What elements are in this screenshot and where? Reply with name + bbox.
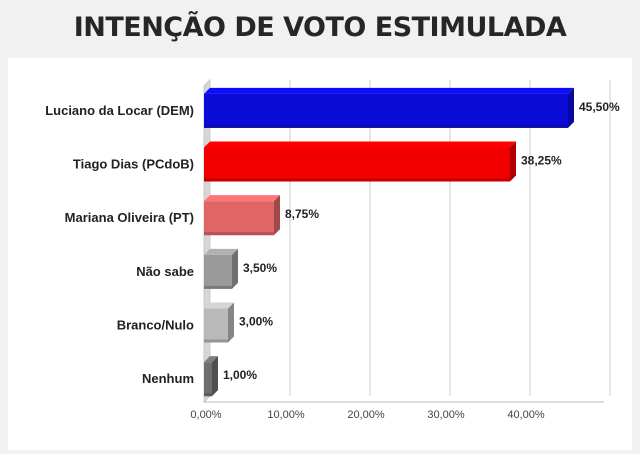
bar-bottom-shade [204, 124, 568, 128]
bar [204, 362, 212, 397]
bar-top-face [204, 302, 234, 309]
chart-area: 0,00% 10,00% 20,00% 30,00% 40,00% Luciano da … [8, 58, 632, 450]
plot-side-wall [203, 78, 211, 404]
category-label: Luciano da Locar (DEM) [45, 103, 194, 118]
bar-top-face [204, 87, 574, 94]
bar-top-face [204, 356, 218, 363]
bar-top-face [204, 141, 516, 148]
bar-bottom-shade [204, 178, 510, 182]
data-label: 45,50% [579, 100, 620, 114]
x-tick-label: 40,00% [507, 409, 545, 421]
category-label: Tiago Dias (PCdoB) [73, 157, 194, 172]
bar [204, 147, 510, 182]
x-tick-label: 20,00% [347, 409, 385, 421]
bar-end-face [510, 141, 516, 182]
category-label: Branco/Nulo [117, 318, 194, 333]
bar [204, 308, 228, 343]
bar-end-face [228, 302, 234, 343]
bar [204, 93, 568, 128]
data-label: 8,75% [285, 207, 319, 221]
bar-bottom-shade [204, 339, 228, 343]
bar-bottom-shade [204, 232, 274, 236]
bar-bottom-shade [204, 393, 212, 397]
x-tick-label: 0,00% [190, 409, 221, 421]
bar-end-face [568, 87, 574, 128]
bar [204, 254, 232, 289]
data-label: 3,00% [239, 315, 273, 329]
x-tick-label: 30,00% [427, 409, 465, 421]
bar [204, 201, 274, 236]
x-tick-label: 10,00% [267, 409, 305, 421]
bar-top-face [204, 248, 238, 255]
category-label: Mariana Oliveira (PT) [65, 210, 194, 225]
category-label: Não sabe [136, 264, 194, 279]
bar-end-face [274, 195, 280, 236]
bar-end-face [232, 248, 238, 289]
data-label: 1,00% [223, 368, 257, 382]
bar-bottom-shade [204, 285, 232, 289]
data-label: 3,50% [243, 261, 277, 275]
bar-chart: 0,00% 10,00% 20,00% 30,00% 40,00% Luciano da … [45, 78, 620, 421]
chart-title: INTENÇÃO DE VOTO ESTIMULADA [73, 12, 567, 43]
bar-top-face [204, 195, 280, 202]
bar-end-face [212, 356, 218, 397]
category-label: Nenhum [142, 371, 194, 386]
data-label: 38,25% [521, 154, 562, 168]
